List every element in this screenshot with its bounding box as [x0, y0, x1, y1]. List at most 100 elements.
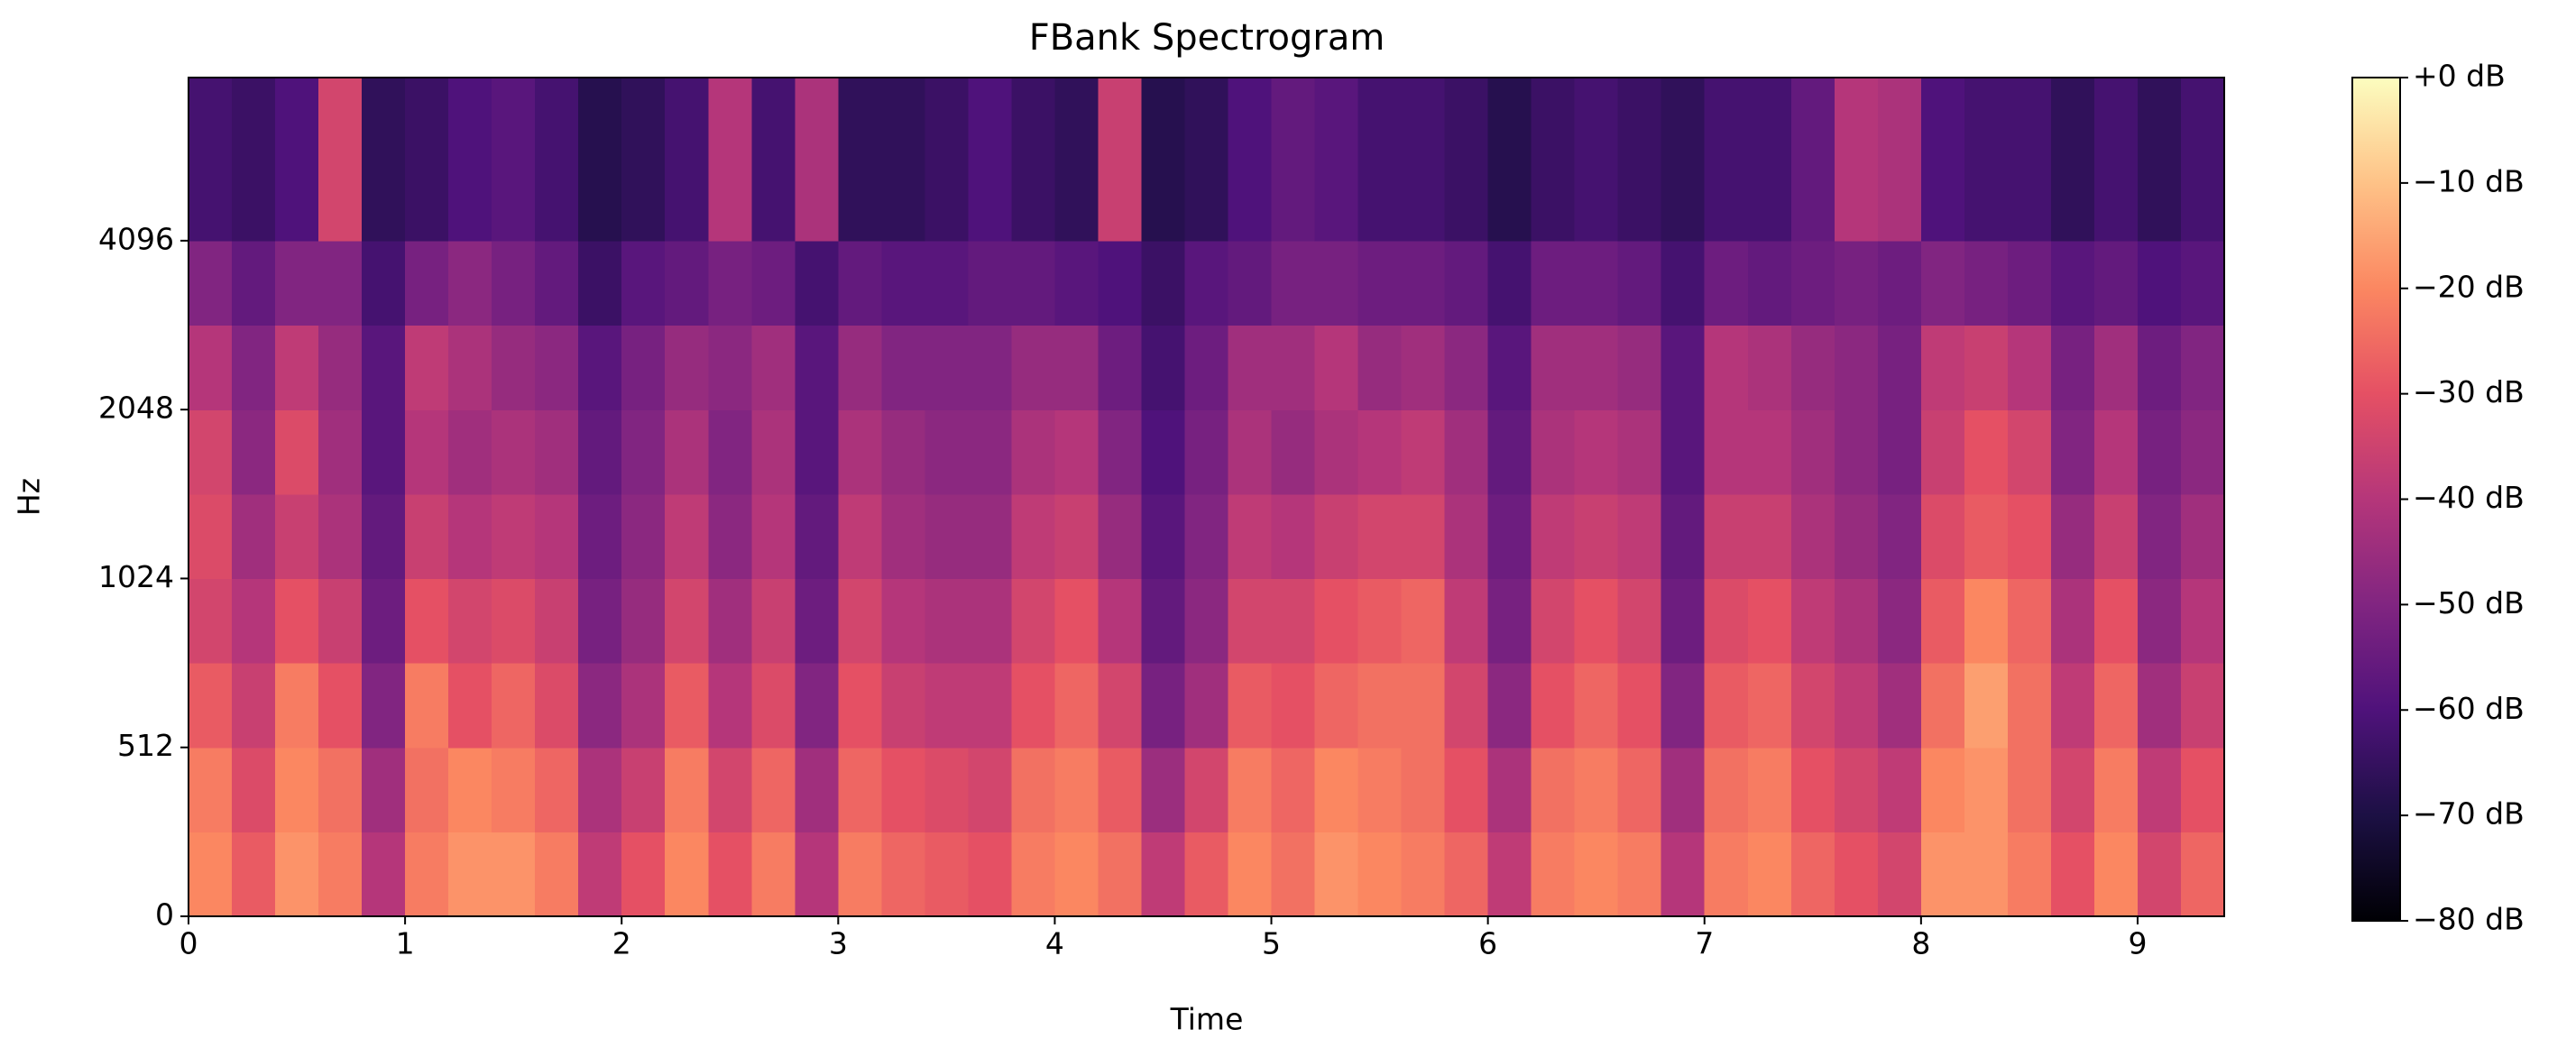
heatmap-cell [1790, 832, 1835, 917]
heatmap-cell [708, 832, 752, 917]
heatmap-cell [1920, 325, 1965, 410]
heatmap-cell [232, 663, 276, 749]
heatmap-cell [1747, 663, 1792, 749]
heatmap-cell [1401, 747, 1446, 832]
heatmap-cell [492, 578, 536, 664]
heatmap-cell [1661, 240, 1706, 326]
heatmap-cell [708, 240, 752, 326]
heatmap-cell [665, 78, 709, 242]
x-tick-label: 9 [2128, 926, 2147, 961]
heatmap-cell [1747, 78, 1792, 242]
heatmap-cell [1834, 493, 1879, 580]
heatmap-cell [1661, 663, 1706, 749]
heatmap-cell [2180, 832, 2225, 917]
colorbar [2351, 77, 2401, 922]
heatmap-cell [2093, 747, 2139, 832]
heatmap-cell [751, 493, 796, 580]
heatmap-cell [405, 325, 449, 410]
heatmap-cell [881, 78, 925, 242]
heatmap-cell [1704, 78, 1749, 242]
heatmap-cell [1704, 747, 1749, 832]
heatmap-cell [1444, 409, 1489, 495]
heatmap-cell [1054, 493, 1099, 580]
heatmap-cell [708, 747, 752, 832]
heatmap-cell [492, 493, 536, 580]
heatmap-cell [838, 240, 882, 326]
heatmap-cell [1357, 325, 1403, 410]
heatmap-cell [1141, 325, 1186, 410]
heatmap-cell [1877, 78, 1922, 242]
heatmap-cell [621, 747, 666, 832]
heatmap-cell [232, 325, 276, 410]
heatmap-cell [1920, 663, 1965, 749]
heatmap-cell [925, 409, 969, 495]
heatmap-cell [2093, 409, 2139, 495]
heatmap-cell [621, 240, 666, 326]
heatmap-cell [318, 663, 363, 749]
heatmap-cell [1487, 832, 1532, 917]
heatmap-cell [2007, 578, 2052, 664]
heatmap-cell [1790, 493, 1835, 580]
heatmap-cell [795, 493, 839, 580]
heatmap-cell [838, 409, 882, 495]
heatmap-cell [1487, 578, 1532, 664]
heatmap-cell [838, 663, 882, 749]
heatmap-cell [535, 578, 579, 664]
heatmap-cell [1964, 578, 2009, 664]
heatmap-cell [665, 578, 709, 664]
heatmap-cell [1834, 240, 1879, 326]
heatmap-cell [665, 240, 709, 326]
heatmap-cell [318, 409, 363, 495]
heatmap-cell [795, 747, 839, 832]
heatmap-cell [2050, 663, 2095, 749]
heatmap-cell [2007, 747, 2052, 832]
heatmap-cell [665, 409, 709, 495]
heatmap-cell [405, 240, 449, 326]
heatmap-cell [665, 493, 709, 580]
heatmap-cell [2007, 78, 2052, 242]
heatmap-cell [362, 747, 406, 832]
heatmap-cell [1704, 240, 1749, 326]
heatmap-cell [621, 578, 666, 664]
heatmap-cell [1271, 325, 1316, 410]
heatmap-cell [1574, 78, 1619, 242]
plot-frame [188, 77, 2225, 917]
heatmap-cell [362, 832, 406, 917]
heatmap-cell [232, 240, 276, 326]
heatmap-cell [275, 409, 319, 495]
heatmap-cell [318, 832, 363, 917]
heatmap-cell [1920, 409, 1965, 495]
heatmap-cell [621, 493, 666, 580]
colorbar-tick-label: +0 dB [2413, 59, 2506, 94]
heatmap-cell [1531, 747, 1576, 832]
heatmap-cell [405, 409, 449, 495]
heatmap-cell [578, 240, 622, 326]
heatmap-cell [1184, 747, 1229, 832]
heatmap-cell [795, 78, 839, 242]
heatmap-cell [1704, 409, 1749, 495]
heatmap-cell [2050, 747, 2095, 832]
heatmap-cell [1141, 409, 1186, 495]
heatmap-cell [318, 240, 363, 326]
heatmap-cell [1271, 493, 1316, 580]
x-tick-label: 3 [829, 926, 848, 961]
heatmap-cell [838, 78, 882, 242]
heatmap-cell [1574, 409, 1619, 495]
heatmap-cell [1964, 493, 2009, 580]
heatmap-cell [1661, 409, 1706, 495]
x-tick-label: 5 [1262, 926, 1281, 961]
heatmap-cell [1747, 493, 1792, 580]
heatmap-cell [1661, 747, 1706, 832]
x-tick-label: 1 [396, 926, 415, 961]
heatmap-cell [2050, 493, 2095, 580]
colorbar-tick-label: −30 dB [2413, 374, 2525, 409]
heatmap-cell [1228, 663, 1273, 749]
heatmap-cell [1184, 325, 1229, 410]
heatmap-cell [189, 78, 233, 242]
heatmap-cell [1531, 493, 1576, 580]
heatmap-cell [405, 493, 449, 580]
heatmap-cell [1574, 832, 1619, 917]
heatmap-cell [1661, 78, 1706, 242]
heatmap-cell [405, 832, 449, 917]
heatmap-cell [1098, 747, 1143, 832]
